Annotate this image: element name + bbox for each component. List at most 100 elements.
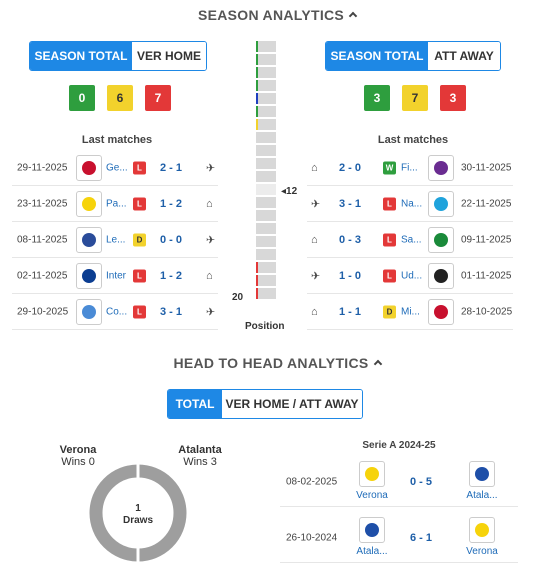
match-row[interactable]: ⌂ 2 - 0 W Fi... 30-11-2025 — [307, 150, 513, 186]
team-crest-icon — [365, 467, 379, 481]
draws-number: 1 — [135, 503, 141, 514]
position-cell — [256, 80, 276, 91]
away-last-matches: ⌂ 2 - 0 W Fi... 30-11-2025 ✈ 3 - 1 L Na... 22-11-… — [307, 150, 513, 330]
position-cell — [256, 119, 276, 130]
match-date: 29-10-2025 — [17, 306, 69, 317]
chevron-up-icon — [348, 11, 358, 21]
draws-label: Draws — [123, 515, 153, 526]
away-team[interactable]: Atala... — [462, 461, 502, 501]
home-season-tabs: SEASON TOTAL VER HOME — [29, 41, 207, 71]
position-cell — [256, 106, 276, 117]
team-name: Atala... — [466, 490, 498, 501]
opponent-name[interactable]: Ge... — [106, 162, 128, 173]
team-logo — [76, 190, 102, 217]
season-analytics-header[interactable]: SEASON ANALYTICS — [0, 7, 554, 23]
draws-count: 7 — [402, 85, 428, 111]
result-badge: W — [383, 161, 396, 174]
match-score: 2 - 1 — [160, 161, 183, 174]
team-crest-icon — [434, 160, 448, 175]
match-score: 1 - 1 — [339, 305, 362, 318]
tab-ver-home[interactable]: VER HOME — [132, 42, 206, 70]
position-cell — [256, 145, 276, 156]
tab-season-total-away[interactable]: SEASON TOTAL — [326, 42, 428, 70]
match-row[interactable]: 23-11-2025 Pa... L 1 - 2 ⌂ — [12, 186, 218, 222]
match-score: 0 - 0 — [160, 233, 183, 246]
match-date: 28-10-2025 — [461, 306, 513, 317]
wins-count: 0 — [69, 85, 95, 111]
position-cell — [256, 288, 276, 299]
result-badge: D — [133, 233, 146, 246]
match-score: 0 - 3 — [339, 233, 362, 246]
match-date: 02-11-2025 — [17, 270, 68, 281]
match-date: 22-11-2025 — [461, 198, 512, 209]
home-team[interactable]: Verona — [352, 461, 392, 501]
position-cell — [256, 210, 276, 221]
h2h-competition: Serie A 2024-25 — [362, 440, 436, 451]
opponent-name[interactable]: Inter — [106, 270, 127, 281]
h2h-donut-chart: 1 Draws — [89, 463, 187, 563]
result-badge: L — [133, 161, 146, 174]
opponent-name[interactable]: Mi... — [401, 306, 420, 317]
home-team[interactable]: Atala... — [352, 517, 392, 557]
tab-season-total-home[interactable]: SEASON TOTAL — [30, 42, 132, 70]
team-logo — [76, 154, 102, 181]
home-icon: ⌂ — [311, 161, 318, 174]
match-row[interactable]: 08-11-2025 Le... D 0 - 0 ✈ — [12, 222, 218, 258]
result-badge: D — [383, 305, 396, 318]
h2h-match-row[interactable]: 26-10-2024 Atala... 6 - 1 Verona — [280, 513, 518, 563]
team-name: Atala... — [356, 546, 388, 557]
h2h-match-row[interactable]: 08-02-2025 Verona 0 - 5 Atala... — [280, 457, 518, 507]
tab-total[interactable]: TOTAL — [168, 390, 222, 418]
home-last-matches: 29-11-2025 Ge... L 2 - 1 ✈ 23-11-2025 Pa... L 1 … — [12, 150, 218, 330]
team-logo — [428, 190, 454, 217]
match-date: 01-11-2025 — [461, 270, 512, 281]
opponent-name[interactable]: Fi... — [401, 162, 418, 173]
team-crest-icon — [82, 232, 96, 247]
position-zone-marker — [256, 41, 258, 52]
opponent-name[interactable]: Pa... — [106, 198, 127, 209]
match-row[interactable]: ⌂ 1 - 1 D Mi... 28-10-2025 — [307, 294, 513, 330]
result-badge: L — [383, 233, 396, 246]
match-score: 3 - 1 — [160, 305, 183, 318]
match-row[interactable]: 29-11-2025 Ge... L 2 - 1 ✈ — [12, 150, 218, 186]
match-row[interactable]: ✈ 1 - 0 L Ud... 01-11-2025 — [307, 258, 513, 294]
match-row[interactable]: 02-11-2025 Inter L 1 - 2 ⌂ — [12, 258, 218, 294]
team-crest-icon — [475, 523, 489, 537]
position-cell — [256, 223, 276, 234]
opponent-name[interactable]: Co... — [106, 306, 128, 317]
opponent-name[interactable]: Le... — [106, 234, 126, 245]
position-marker-20: 20 — [232, 292, 244, 303]
position-cell — [256, 158, 276, 169]
away-last-matches-title: Last matches — [377, 134, 449, 146]
wins-count: 3 — [364, 85, 390, 111]
team-logo — [428, 226, 454, 253]
team-logo — [359, 517, 385, 543]
team-logo — [469, 517, 495, 543]
chevron-up-icon — [373, 359, 382, 369]
position-zone-marker — [256, 106, 258, 117]
opponent-name[interactable]: Sa... — [401, 234, 422, 245]
match-score: 1 - 2 — [160, 269, 183, 282]
team-logo — [469, 461, 495, 487]
home-form-counts: 0 6 7 — [69, 85, 171, 111]
away-team[interactable]: Verona — [462, 517, 502, 557]
plane-icon: ✈ — [206, 234, 216, 246]
position-zone-marker — [256, 93, 258, 104]
match-row[interactable]: 29-10-2025 Co... L 3 - 1 ✈ — [12, 294, 218, 330]
h2h-home-summary: Verona Wins 0 — [52, 444, 104, 468]
h2h-analytics-header[interactable]: HEAD TO HEAD ANALYTICS — [0, 355, 554, 371]
tab-ver-home-att-away[interactable]: VER HOME / ATT AWAY — [222, 390, 362, 418]
plane-icon: ✈ — [206, 162, 216, 174]
opponent-name[interactable]: Na... — [401, 198, 423, 209]
match-row[interactable]: ⌂ 0 - 3 L Sa... 09-11-2025 — [307, 222, 513, 258]
match-date: 23-11-2025 — [17, 198, 68, 209]
opponent-name[interactable]: Ud... — [401, 270, 423, 281]
match-row[interactable]: ✈ 3 - 1 L Na... 22-11-2025 — [307, 186, 513, 222]
team-logo — [76, 298, 102, 325]
tab-att-away[interactable]: ATT AWAY — [428, 42, 500, 70]
result-badge: L — [133, 197, 146, 210]
match-date: 29-11-2025 — [17, 162, 68, 173]
position-zone-marker — [256, 54, 258, 65]
season-analytics-title: SEASON ANALYTICS — [197, 7, 345, 23]
position-cell — [256, 54, 276, 65]
